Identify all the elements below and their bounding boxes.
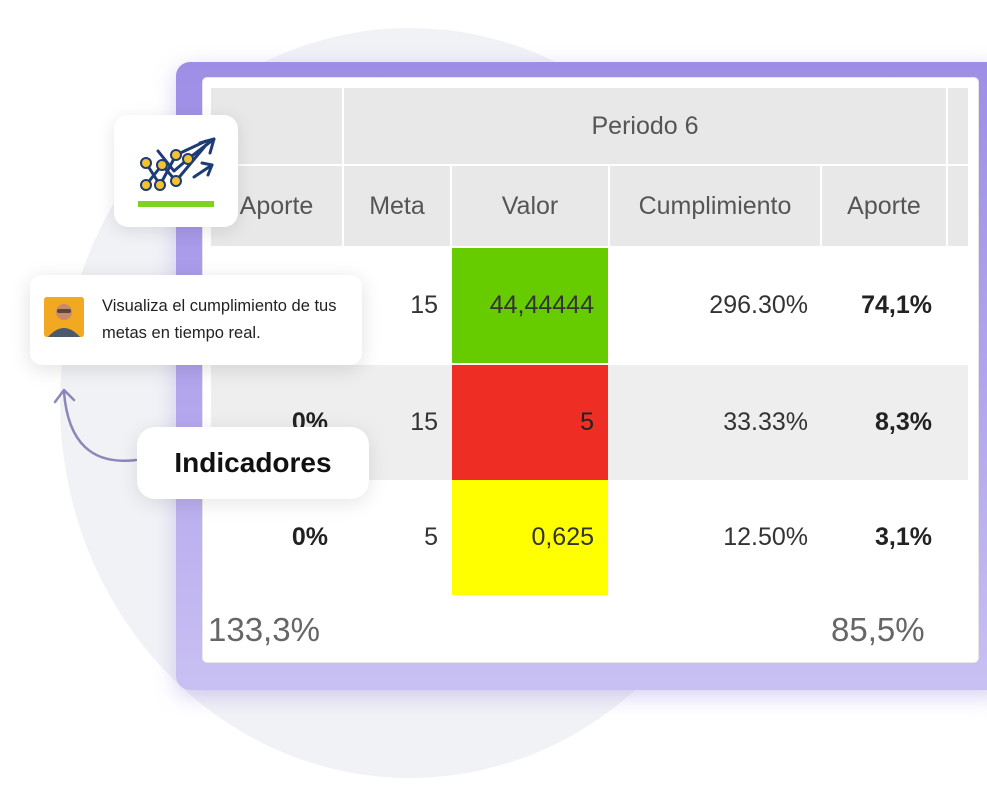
row2-aporte: 8,3% <box>875 408 932 436</box>
col-header-aporte: Aporte <box>822 166 946 246</box>
row3-aporte-prev: 0% <box>291 523 328 551</box>
curved-arrow-icon <box>53 388 138 462</box>
col-header-cumplimiento: Cumplimiento <box>610 166 820 246</box>
total-left: 133,3% <box>208 611 320 648</box>
row2-valor: 5 <box>452 365 608 480</box>
indicator-icon-card <box>114 115 238 227</box>
row2-cumplimiento: 33.33% <box>723 408 808 436</box>
total-right: 85,5% <box>831 611 925 648</box>
info-tooltip: Visualiza el cumplimiento de tus metas e… <box>30 275 362 365</box>
header-edge-cell <box>948 166 968 246</box>
col-header-meta: Meta <box>344 166 450 246</box>
row3-aporte: 3,1% <box>875 523 932 551</box>
row1-cumplimiento: 296.30% <box>709 291 808 319</box>
row1-valor: 44,44444 <box>452 248 608 363</box>
col-header-valor: Valor <box>452 166 608 246</box>
row2-meta: 15 <box>410 408 438 436</box>
col-header-aporte-prev: Aporte <box>211 166 342 246</box>
row1-aporte: 74,1% <box>861 291 932 319</box>
tooltip-text: Visualiza el cumplimiento de tus metas e… <box>102 297 337 342</box>
indicadores-badge: Indicadores <box>137 427 369 499</box>
period-header: Periodo 6 <box>344 88 946 164</box>
header-edge-cell <box>948 88 968 164</box>
row3-valor: 0,625 <box>452 480 608 595</box>
indicators-table: Periodo 6 Aporte Meta Valor Cumplimiento… <box>203 78 978 662</box>
trend-chart-icon <box>138 137 216 207</box>
row3-cumplimiento: 12.50% <box>723 523 808 551</box>
user-avatar <box>44 297 84 337</box>
row3-meta: 5 <box>424 523 438 551</box>
row1-meta: 15 <box>410 291 438 319</box>
